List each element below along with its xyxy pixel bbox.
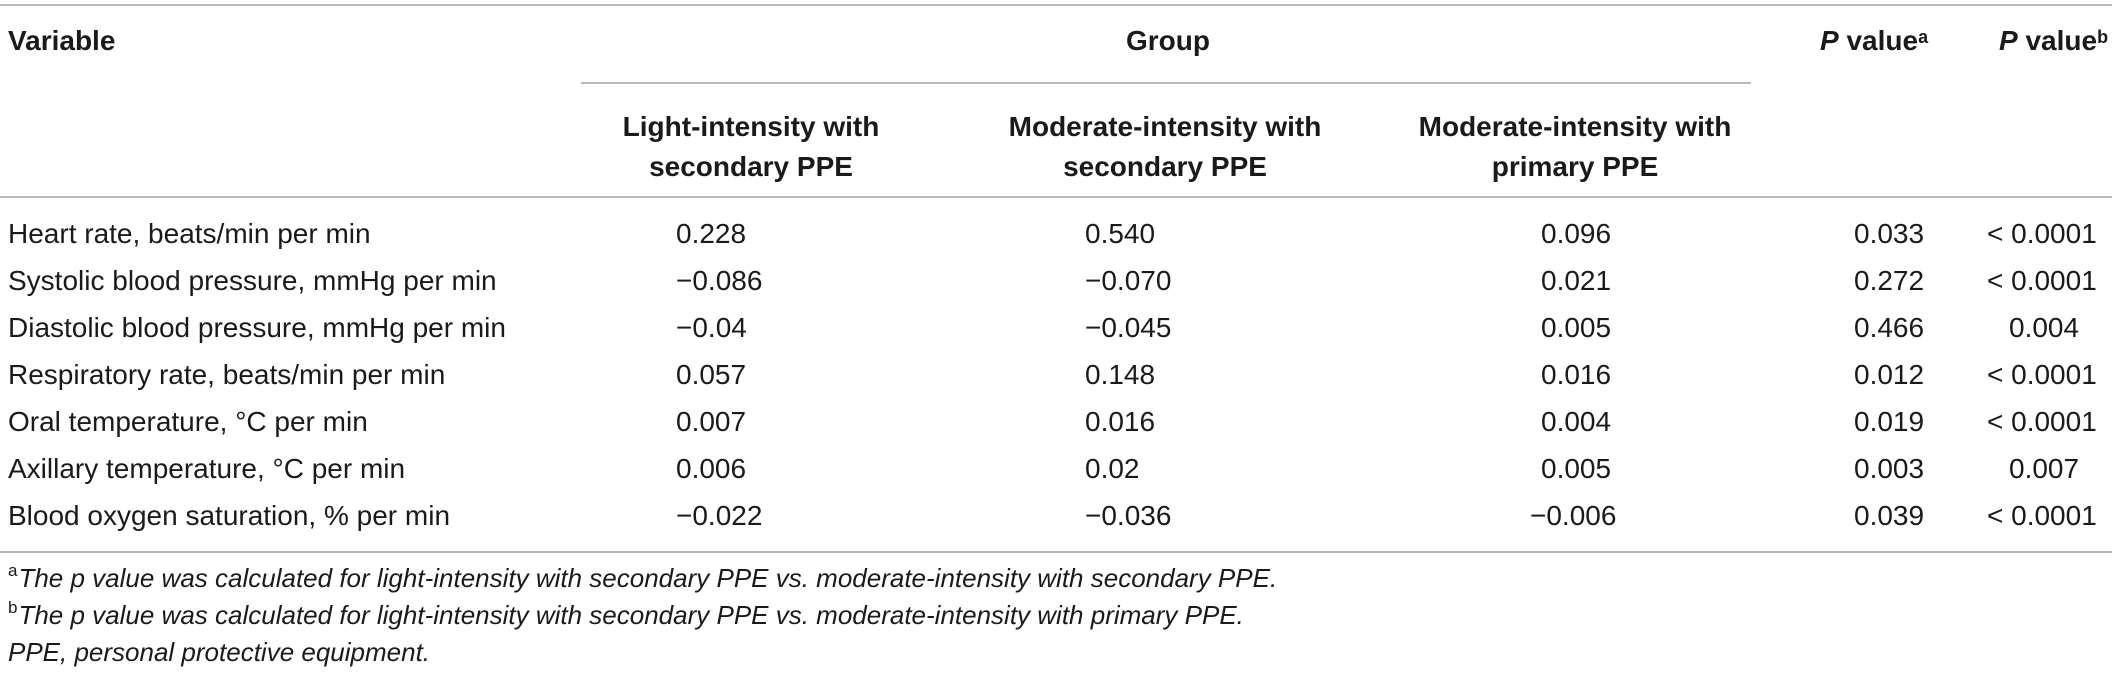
header-p-value-a-sup: a <box>1918 27 1929 47</box>
p-value-b: 0.004 <box>2009 312 2080 343</box>
footnote-a-text: The p value was calculated for light-int… <box>18 563 1278 593</box>
value-moderate-secondary: −0.070 <box>1085 265 1172 296</box>
group-underline <box>581 82 1751 84</box>
p-value-a: 0.466 <box>1854 312 1925 343</box>
p-value-b: < 0.0001 <box>1987 265 2097 296</box>
table-row: Axillary temperature, °C per min 0.006 0… <box>0 445 2112 492</box>
table-row: Diastolic blood pressure, mmHg per min −… <box>0 304 2112 351</box>
row-label: Diastolic blood pressure, mmHg per min <box>8 312 506 343</box>
footnote-abbreviation: PPE, personal protective equipment. <box>8 637 431 667</box>
header-p-value-b-sup: b <box>2097 27 2109 47</box>
value-light-secondary: 0.228 <box>676 218 747 249</box>
value-light-secondary: −0.04 <box>676 312 747 343</box>
subheader-moderate-primary: Moderate-intensity with primary PPE <box>1405 107 1745 187</box>
subheader-light-secondary: Light-intensity with secondary PPE <box>581 107 921 187</box>
header-variable: Variable <box>8 25 116 56</box>
header-p-value-b-italic: P <box>1999 25 2018 56</box>
table-row: Heart rate, beats/min per min 0.228 0.54… <box>0 210 2112 257</box>
footnote-b-mark: b <box>8 598 18 617</box>
value-light-secondary: −0.022 <box>676 500 763 531</box>
p-value-b: 0.007 <box>2009 453 2080 484</box>
subheader-moderate-primary-line2: primary PPE <box>1491 151 1659 182</box>
value-moderate-primary: 0.016 <box>1541 359 1612 390</box>
subheader-moderate-secondary-line1: Moderate-intensity with <box>1008 111 1322 142</box>
p-value-b: < 0.0001 <box>1987 359 2097 390</box>
value-moderate-primary: 0.005 <box>1541 312 1612 343</box>
footnote-a: aThe p value was calculated for light-in… <box>8 560 1277 597</box>
p-value-a: 0.272 <box>1854 265 1925 296</box>
subheader-moderate-primary-line1: Moderate-intensity with <box>1418 111 1732 142</box>
value-moderate-secondary: 0.016 <box>1085 406 1156 437</box>
footnote-b-text: The p value was calculated for light-int… <box>18 600 1244 630</box>
value-moderate-primary: 0.004 <box>1541 406 1612 437</box>
header-p-value-a-suffix: value <box>1838 25 1919 56</box>
p-value-a: 0.019 <box>1854 406 1925 437</box>
p-value-b: < 0.0001 <box>1987 500 2097 531</box>
p-value-a: 0.033 <box>1854 218 1925 249</box>
footnotes: aThe p value was calculated for light-in… <box>8 560 1277 671</box>
p-value-b: < 0.0001 <box>1987 218 2097 249</box>
subheader-light-secondary-line1: Light-intensity with <box>622 111 880 142</box>
value-moderate-secondary: 0.148 <box>1085 359 1156 390</box>
value-light-secondary: 0.007 <box>676 406 747 437</box>
header-rule <box>0 196 2112 198</box>
footnote-b: bThe p value was calculated for light-in… <box>8 597 1277 634</box>
value-moderate-secondary: −0.036 <box>1085 500 1172 531</box>
row-label: Blood oxygen saturation, % per min <box>8 500 451 531</box>
table-row: Oral temperature, °C per min 0.007 0.016… <box>0 398 2112 445</box>
table-row: Respiratory rate, beats/min per min 0.05… <box>0 351 2112 398</box>
bottom-rule <box>0 551 2112 553</box>
footnote-a-mark: a <box>8 561 18 580</box>
header-p-value-a: P valuea <box>1820 24 1928 58</box>
value-moderate-primary: 0.096 <box>1541 218 1612 249</box>
p-value-a: 0.039 <box>1854 500 1925 531</box>
row-label: Systolic blood pressure, mmHg per min <box>8 265 497 296</box>
p-value-a: 0.003 <box>1854 453 1925 484</box>
value-moderate-secondary: 0.02 <box>1085 453 1140 484</box>
value-moderate-primary: −0.006 <box>1530 500 1617 531</box>
table-row: Blood oxygen saturation, % per min −0.02… <box>0 492 2112 539</box>
header-p-value-b: P valueb <box>1999 24 2108 58</box>
header-p-value-b-suffix: value <box>2017 25 2098 56</box>
header-group: Group <box>1126 25 1210 56</box>
row-label: Axillary temperature, °C per min <box>8 453 406 484</box>
value-moderate-secondary: 0.540 <box>1085 218 1156 249</box>
p-value-a: 0.012 <box>1854 359 1925 390</box>
value-light-secondary: 0.057 <box>676 359 747 390</box>
header-p-value-a-italic: P <box>1820 25 1839 56</box>
row-label: Oral temperature, °C per min <box>8 406 368 437</box>
row-label: Heart rate, beats/min per min <box>8 218 371 249</box>
subheader-light-secondary-line2: secondary PPE <box>649 151 853 182</box>
subheader-moderate-secondary-line2: secondary PPE <box>1063 151 1267 182</box>
value-moderate-primary: 0.005 <box>1541 453 1612 484</box>
value-light-secondary: −0.086 <box>676 265 763 296</box>
value-light-secondary: 0.006 <box>676 453 747 484</box>
row-label: Respiratory rate, beats/min per min <box>8 359 446 390</box>
p-value-b: < 0.0001 <box>1987 406 2097 437</box>
table-row: Systolic blood pressure, mmHg per min −0… <box>0 257 2112 304</box>
top-rule <box>0 4 2112 6</box>
value-moderate-primary: 0.021 <box>1541 265 1612 296</box>
subheader-moderate-secondary: Moderate-intensity with secondary PPE <box>975 107 1355 187</box>
value-moderate-secondary: −0.045 <box>1085 312 1172 343</box>
